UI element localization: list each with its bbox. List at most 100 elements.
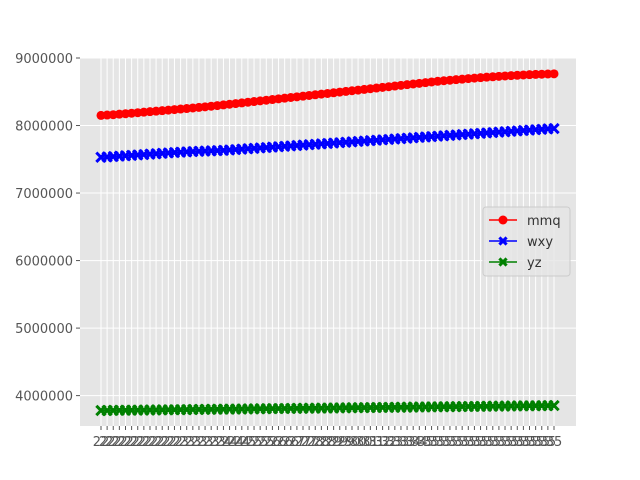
x-tick-label: 31 [368,435,385,450]
x-tick-label: 22 [123,435,140,450]
x-tick-label: 25 [258,435,275,450]
x-tick-label: 23 [185,435,202,450]
x-tick-label: 22 [148,435,165,450]
x-tick-label: 25 [246,435,263,450]
x-tick-label: 22 [136,435,153,450]
x-tick-label: 35 [472,435,489,450]
x-tick-label: 29 [338,435,355,450]
y-tick-label: 9000000 [15,52,73,67]
data-point [548,122,560,135]
series-yz [95,399,560,417]
x-tick-label: 35 [460,435,477,450]
x-tick-label: 23 [197,435,214,450]
x-tick-label: 22 [129,435,146,450]
x-tick-label: 35 [478,435,495,450]
x-tick-label: 29 [325,435,342,450]
x-tick-label: 35 [533,435,550,450]
legend-marker [498,215,508,225]
x-tick-label: 26 [270,435,287,450]
legend-marker [498,236,508,246]
x-tick-label: 35 [491,435,508,450]
y-tick-label: 5000000 [15,322,73,337]
series-wxy [95,122,560,163]
x-tick-label: 35 [515,435,532,450]
legend: mmq wxy yz [482,206,571,277]
y-tick-label: 4000000 [15,390,73,405]
x-tick-label: 25 [240,435,257,450]
x-tick-label: 32 [380,435,397,450]
x-tick-label: 26 [276,435,293,450]
legend-label: mmq [527,214,561,229]
x-tick-label: 26 [264,435,281,450]
y-tick-label: 6000000 [15,255,73,270]
x-tick-label: 31 [362,435,379,450]
x-tick-label: 22 [160,435,177,450]
x-tick-label: 33 [399,435,416,450]
x-tick-label: 26 [282,435,299,450]
series-layer [95,69,560,417]
x-tick-label: 22 [105,435,122,450]
x-tick-label: 25 [252,435,269,450]
y-tick-label: 7000000 [15,187,73,202]
x-tick-label: 28 [307,435,324,450]
x-tick-label: 35 [503,435,520,450]
legend-entry-wxy: wxy [489,235,553,250]
x-tick-label: 22 [117,435,134,450]
x-tick-label: 34 [405,435,422,450]
x-tick-label: 35 [509,435,526,450]
x-tick-label: 22 [154,435,171,450]
x-tick-label: 27 [301,435,318,450]
x-tick-label: 24 [221,435,238,450]
x-tick-label: 35 [454,435,471,450]
x-tick-label: 35 [466,435,483,450]
x-tick-label: 30 [344,435,361,450]
x-tick-label: 22 [111,435,128,450]
x-tick-label: 35 [417,435,434,450]
legend-entry-mmq: mmq [489,214,561,229]
data-point [548,399,560,412]
x-tick-label: 28 [313,435,330,450]
data-point [549,69,559,79]
x-tick-label: 35 [448,435,465,450]
x-tick-label: 33 [387,435,404,450]
x-tick-label: 35 [442,435,459,450]
legend-label: yz [527,256,542,271]
x-tick-label: 24 [234,435,251,450]
x-tick-label: 35 [540,435,557,450]
x-tick-label: 35 [521,435,538,450]
x-tick-label: 24 [215,435,232,450]
x-tick-label: 35 [423,435,440,450]
x-tick-label: 22 [166,435,183,450]
legend-entry-yz: yz [489,256,542,271]
x-tick-label: 30 [350,435,367,450]
x-tick-label: 27 [295,435,312,450]
x-tick-label: 23 [209,435,226,450]
legend-marker [498,257,508,267]
x-tick-label: 35 [546,435,563,450]
x-tick-label: 22 [142,435,159,450]
x-tick-label: 24 [227,435,244,450]
x-tick-label: 35 [527,435,544,450]
x-tick-label: 33 [393,435,410,450]
x-tick-label: 32 [374,435,391,450]
y-axis-ticks: 4000000 5000000 6000000 7000000 8000000 90000… [15,52,80,405]
x-axis-ticks: 2222222222222222222222222223232323232323… [93,426,563,450]
x-tick-label: 35 [436,435,453,450]
x-tick-label: 29 [331,435,348,450]
x-tick-label: 23 [178,435,195,450]
x-tick-label: 23 [172,435,189,450]
x-tick-label: 34 [411,435,428,450]
x-tick-label: 35 [497,435,514,450]
x-tick-label: 28 [319,435,336,450]
x-tick-label: 23 [191,435,208,450]
x-tick-label: 35 [429,435,446,450]
x-tick-label: 22 [99,435,116,450]
legend-label: wxy [527,235,553,250]
x-tick-label: 35 [485,435,502,450]
x-tick-label: 22 [93,435,110,450]
x-tick-label: 23 [203,435,220,450]
x-tick-label: 27 [289,435,306,450]
x-tick-label: 30 [356,435,373,450]
series-mmq [96,69,559,120]
